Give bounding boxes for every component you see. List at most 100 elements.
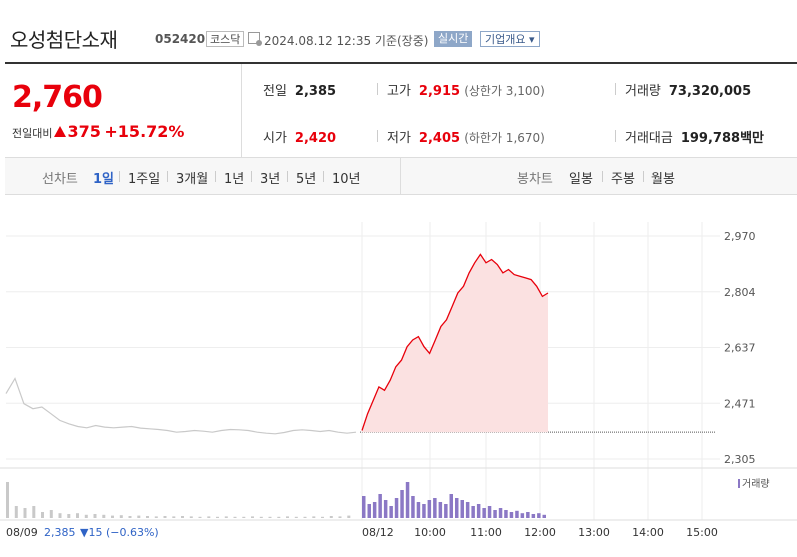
volume-bar <box>476 504 481 518</box>
divider <box>287 171 288 182</box>
volume-bar <box>389 506 393 518</box>
price-chart: 2,970 2,804 2,637 2,471 2,305 08/12 10:00 11:0… <box>0 222 797 539</box>
volume-bar <box>233 516 237 518</box>
trade-amount: 거래대금 199,788백만 <box>625 127 764 146</box>
volume-bar <box>416 502 421 518</box>
amount-label: 거래대금 <box>625 131 673 146</box>
quote-time: 2024.08.12 12:35 기준(장중) <box>264 34 429 48</box>
open-label: 시가 <box>263 131 287 146</box>
volume-bar <box>76 513 79 518</box>
price-line <box>361 253 549 431</box>
divider <box>643 171 644 182</box>
volume-bar <box>515 510 519 518</box>
volume-bar <box>367 504 371 518</box>
volume-bar <box>526 512 530 518</box>
divider <box>377 83 378 95</box>
volume-bar <box>321 516 324 518</box>
volume-bar <box>487 506 492 518</box>
volume-label: 거래량 <box>625 84 661 99</box>
volume-bar <box>146 516 149 518</box>
volume-bar <box>207 516 211 518</box>
volume-bar <box>438 502 443 518</box>
stock-header: 오성첨단소재 052420 코스닥 2024.08.12 12:35 기준(장중… <box>0 0 797 62</box>
prev-close: 전일 2,385 <box>263 80 336 99</box>
tab-3m[interactable]: 3개월 <box>176 172 209 187</box>
divider <box>251 171 252 182</box>
amount-unit: 백만 <box>740 131 764 146</box>
high-price: 고가 2,915 (상한가 3,100) <box>387 80 545 99</box>
tab-10y[interactable]: 10년 <box>332 172 361 187</box>
x-axis: 08/12 10:00 11:00 12:00 13:00 14:00 15:00 <box>362 526 718 539</box>
company-overview-button[interactable]: 기업개요 ▾ <box>480 31 540 47</box>
candle-chart-label: 봉차트 <box>517 172 553 187</box>
volume-bar <box>449 494 453 518</box>
up-triangle-icon <box>54 126 67 137</box>
grid <box>0 222 797 521</box>
x-tick-label: 14:00 <box>632 526 664 539</box>
divider <box>241 64 242 158</box>
tab-daily[interactable]: 일봉 <box>569 172 593 187</box>
low-value: 2,405 <box>418 131 461 146</box>
volume-bar <box>520 513 525 518</box>
volume-bar <box>493 510 497 518</box>
tab-3y[interactable]: 3년 <box>260 172 281 187</box>
prev-change-label: ▼15 (−0.63%) <box>80 526 159 539</box>
volume-bar <box>6 482 9 518</box>
x-tick-label: 11:00 <box>470 526 502 539</box>
divider <box>323 171 324 182</box>
volume-bar <box>347 515 351 518</box>
divider <box>400 158 401 194</box>
realtime-button[interactable]: 실시간 <box>434 31 473 47</box>
volume-bar <box>198 516 202 518</box>
volume-bar <box>251 516 254 518</box>
volume-bar <box>303 516 307 518</box>
change-rate: +15.72% <box>104 122 185 141</box>
market-badge: 코스닥 <box>206 31 245 47</box>
line-chart-label: 선차트 <box>42 172 78 187</box>
volume-bar <box>84 514 88 518</box>
tab-1w[interactable]: 1주일 <box>128 172 161 187</box>
volume-legend-icon <box>738 479 740 488</box>
tab-1y[interactable]: 1년 <box>224 172 245 187</box>
volume-bar <box>383 500 388 518</box>
volume-bar <box>23 508 27 518</box>
prev-close-label: 2,385 <box>44 526 76 539</box>
volume-bar <box>163 516 167 518</box>
open-price: 시가 2,420 <box>263 127 336 146</box>
y-tick-label: 2,970 <box>724 230 756 243</box>
volume-bar <box>67 514 71 518</box>
y-axis: 2,970 2,804 2,637 2,471 2,305 <box>724 230 756 466</box>
volume-bar <box>498 508 503 518</box>
y-tick-label: 2,305 <box>724 453 756 466</box>
volume-legend: 거래량 <box>742 478 770 490</box>
divider <box>167 171 168 182</box>
divider <box>215 171 216 182</box>
volume-bar <box>189 516 193 518</box>
y-tick-label: 2,471 <box>724 397 756 410</box>
volume-bar <box>93 514 97 518</box>
volume-bar <box>400 490 404 518</box>
volume-bar <box>242 516 246 518</box>
volume-bar <box>444 504 448 518</box>
x-tick-label: 10:00 <box>414 526 446 539</box>
clock-icon <box>248 32 262 46</box>
tab-1d[interactable]: 1일 <box>93 172 115 187</box>
volume-value: 73,320,005 <box>668 84 752 99</box>
volume-bar <box>378 494 382 518</box>
prev-close-label: 전일 <box>263 84 287 99</box>
volume-bar <box>422 504 426 518</box>
tab-weekly[interactable]: 주봉 <box>611 172 635 187</box>
high-label: 고가 <box>387 84 411 99</box>
tab-5y[interactable]: 5년 <box>296 172 317 187</box>
volume-bar <box>362 496 366 518</box>
tab-monthly[interactable]: 월봉 <box>651 172 675 187</box>
price-area <box>362 254 548 433</box>
x-tick-label: 15:00 <box>686 526 718 539</box>
prev-close-value: 2,385 <box>294 84 337 99</box>
volume-bar <box>411 496 415 518</box>
volume-bar <box>482 508 486 518</box>
volume-bar <box>433 498 437 518</box>
volume-bar <box>259 516 263 518</box>
volume-bar <box>531 514 536 518</box>
open-value: 2,420 <box>294 131 337 146</box>
